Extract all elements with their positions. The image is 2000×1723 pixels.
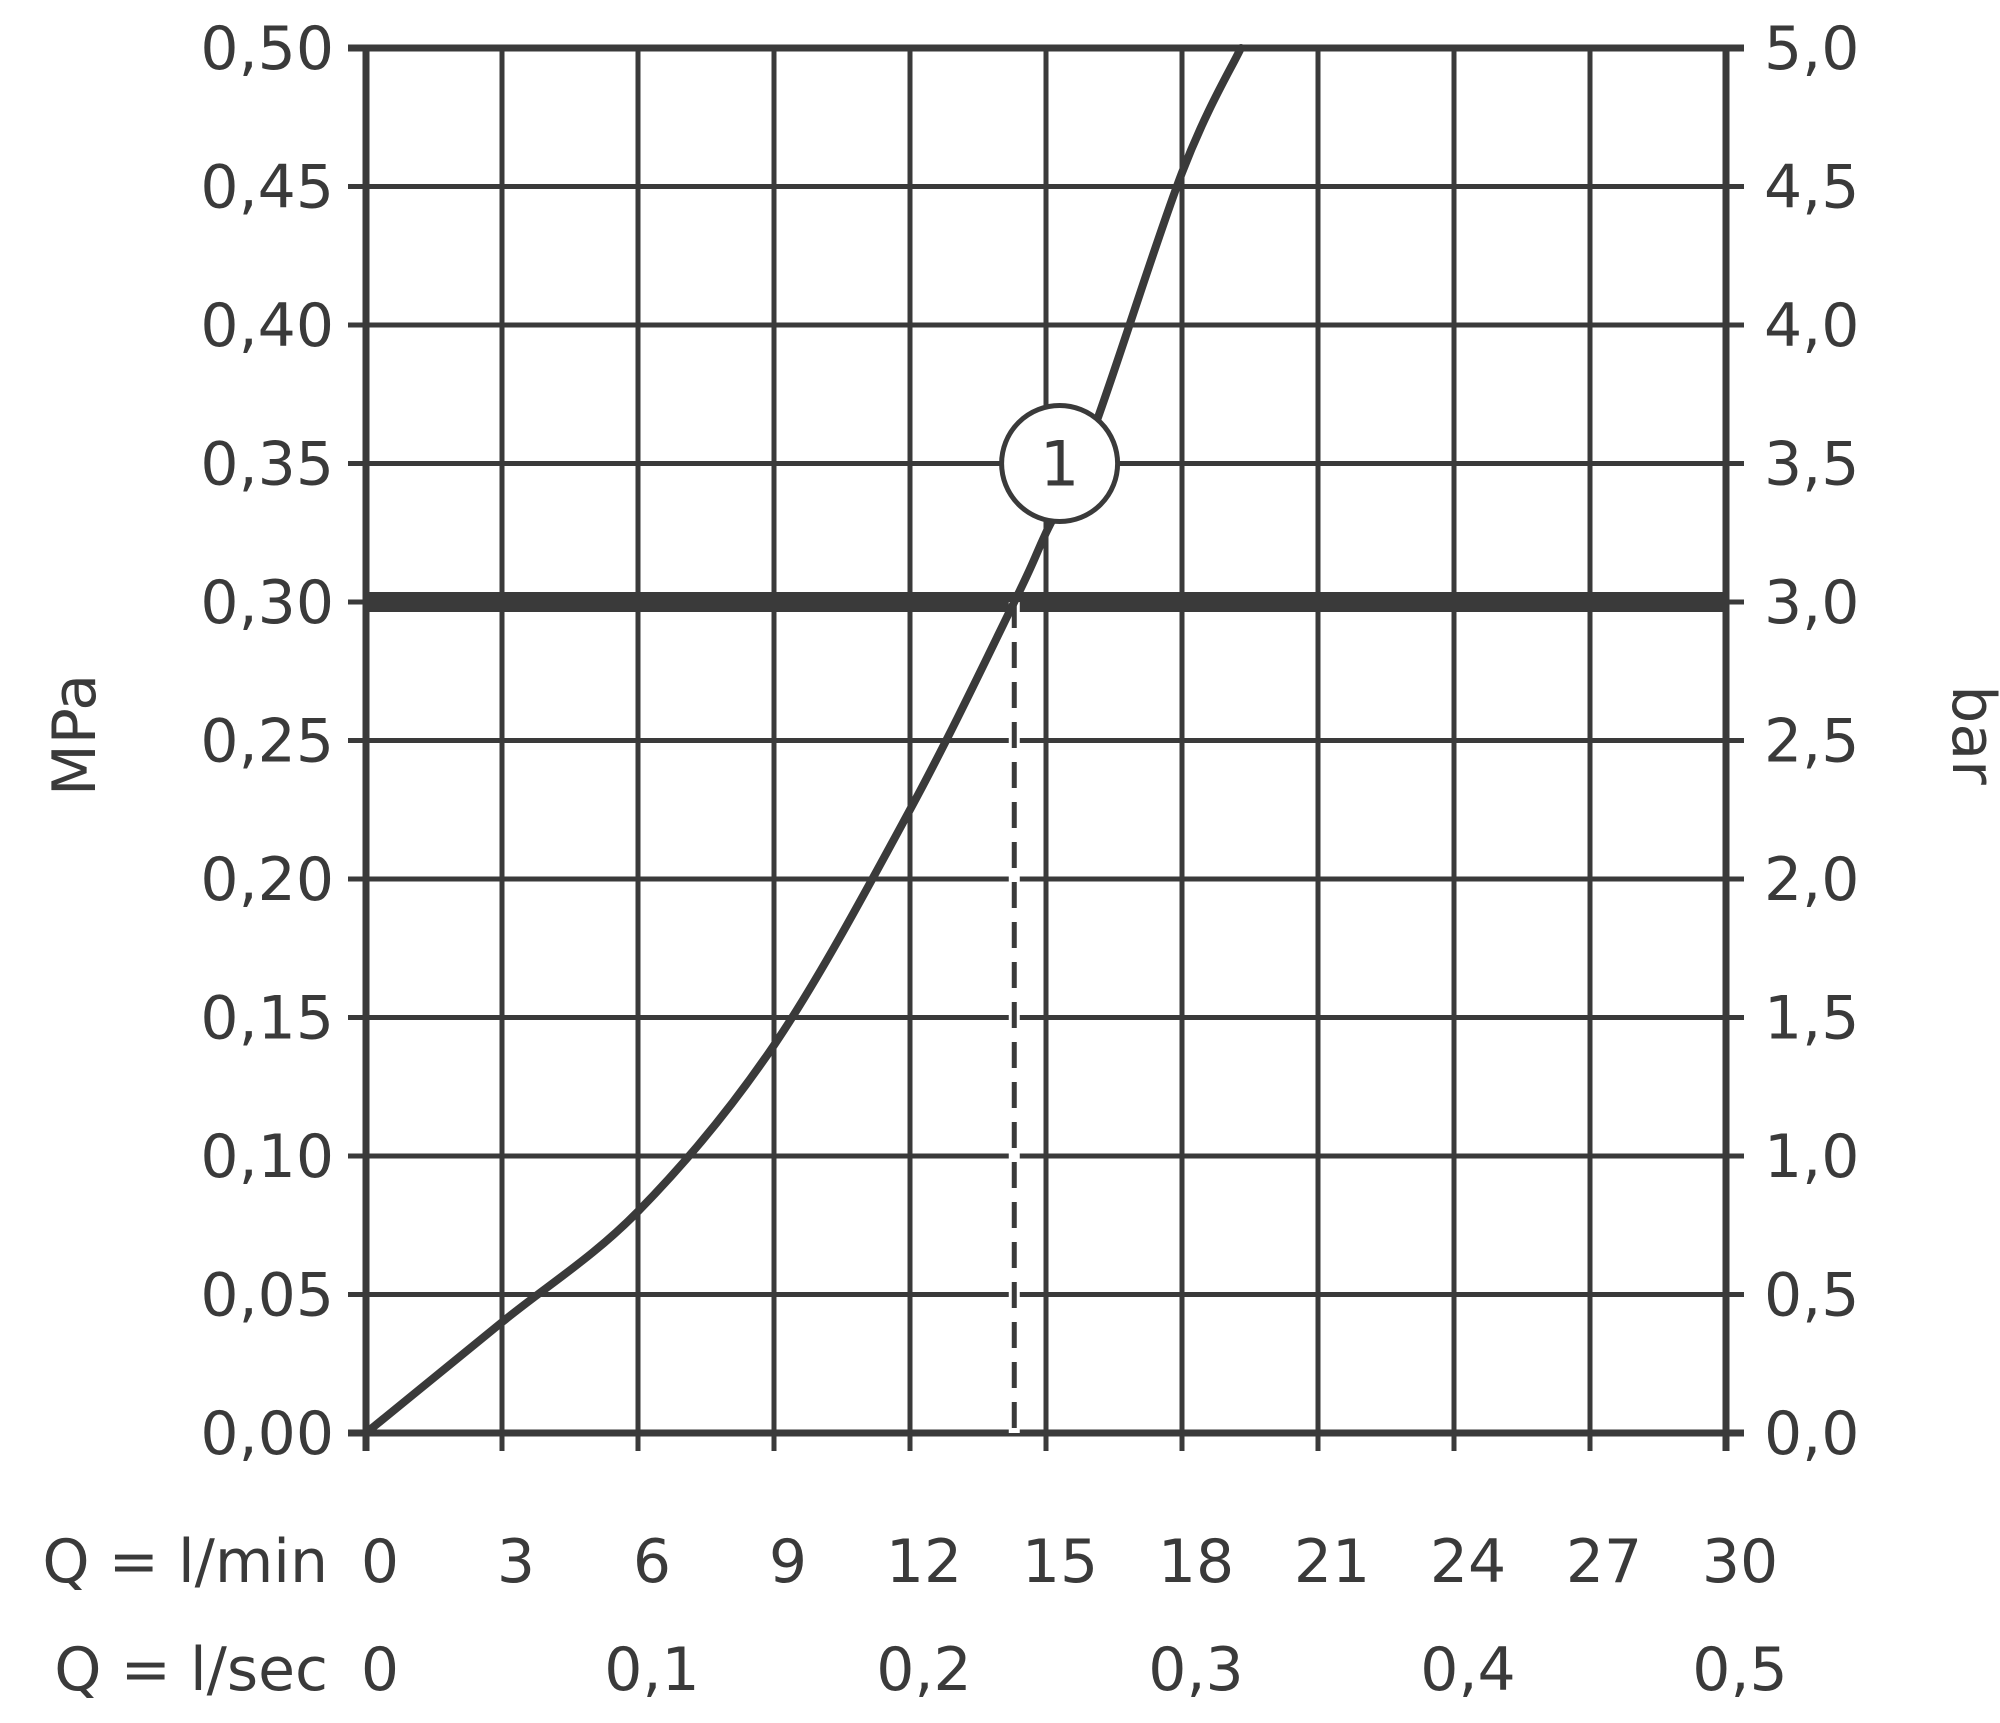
- x-axis-primary-tick-label: 24: [1430, 1527, 1506, 1597]
- left-axis-tick-label: 0,45: [200, 153, 334, 223]
- curve-badge: 1: [999, 403, 1121, 524]
- x-axis-secondary-tick-label: 0: [361, 1635, 399, 1705]
- left-axis-tick-label: 0,50: [200, 14, 334, 84]
- x-axis-secondary-tick-label: 0,4: [1420, 1635, 1515, 1705]
- grid-lines: [348, 44, 1744, 1451]
- x-axis-secondary-tick-label: 0,5: [1692, 1635, 1787, 1705]
- left-axis-title: MPa: [40, 674, 110, 796]
- left-axis-tick-label: 0,00: [200, 1399, 334, 1469]
- right-axis-tick-label: 4,5: [1764, 153, 1859, 223]
- left-axis-tick-labels: 0,00 0,05 0,10 0,15 0,20 0,25 0,30 0,35 0,40 0,45…: [200, 14, 334, 1469]
- x-axis-primary-tick-label: 21: [1294, 1527, 1370, 1597]
- left-axis-tick-label: 0,20: [200, 845, 334, 915]
- left-axis-tick-label: 0,10: [200, 1122, 334, 1192]
- x-axis-primary-tick-label: 0: [361, 1527, 399, 1597]
- right-axis-tick-label: 0,0: [1764, 1399, 1859, 1469]
- right-axis-tick-label: 0,5: [1764, 1261, 1859, 1331]
- right-axis-tick-label: 4,0: [1764, 291, 1859, 361]
- badge-label: 1: [1040, 428, 1079, 501]
- right-axis-tick-label: 3,5: [1764, 430, 1859, 500]
- x-axis-primary-tick-label: 3: [497, 1527, 535, 1597]
- right-axis-tick-label: 1,5: [1764, 984, 1859, 1054]
- x-axis-secondary-tick-labels: 0 0,1 0,2 0,3 0,4 0,5: [361, 1635, 1788, 1705]
- x-axis-primary-tick-label: 9: [769, 1527, 807, 1597]
- x-axis-secondary-tick-label: 0,2: [876, 1635, 971, 1705]
- x-axis-primary-tick-label: 27: [1566, 1527, 1642, 1597]
- x-axis-secondary-tick-label: 0,1: [604, 1635, 699, 1705]
- x-axis-primary-tick-label: 15: [1022, 1527, 1098, 1597]
- right-axis-tick-labels: 0,0 0,5 1,0 1,5 2,0 2,5 3,0 3,5 4,0 4,5 5,0: [1764, 14, 1859, 1469]
- right-axis-tick-label: 3,0: [1764, 568, 1859, 638]
- badge-circle: [999, 403, 1121, 524]
- series-layer: [362, 44, 1245, 1437]
- x-axis-primary-tick-label: 6: [633, 1527, 671, 1597]
- x-axis-primary-title: Q = l/min: [42, 1527, 328, 1597]
- right-axis-title: bar: [1938, 685, 2000, 785]
- x-axis-primary-tick-label: 12: [886, 1527, 962, 1597]
- x-axis-secondary-title: Q = l/sec: [54, 1635, 328, 1705]
- right-axis-tick-label: 2,5: [1764, 707, 1859, 777]
- x-axis-primary-tick-label: 30: [1702, 1527, 1778, 1597]
- right-axis-tick-label: 1,0: [1764, 1122, 1859, 1192]
- x-axis-primary-tick-label: 18: [1158, 1527, 1234, 1597]
- reference-lines: [366, 592, 1726, 1433]
- left-axis-tick-label: 0,15: [200, 984, 334, 1054]
- left-axis-tick-label: 0,40: [200, 291, 334, 361]
- left-axis-tick-label: 0,05: [200, 1261, 334, 1331]
- x-axis-secondary-tick-label: 0,3: [1148, 1635, 1243, 1705]
- left-axis-tick-label: 0,35: [200, 430, 334, 500]
- x-axis-primary-tick-labels: 0 3 6 9 12 15 18 21 24 27 30: [361, 1527, 1778, 1597]
- series-curve: [362, 44, 1245, 1437]
- right-axis-tick-label: 2,0: [1764, 845, 1859, 915]
- left-axis-tick-label: 0,30: [200, 568, 334, 638]
- left-axis-tick-label: 0,25: [200, 707, 334, 777]
- right-axis-tick-label: 5,0: [1764, 14, 1859, 84]
